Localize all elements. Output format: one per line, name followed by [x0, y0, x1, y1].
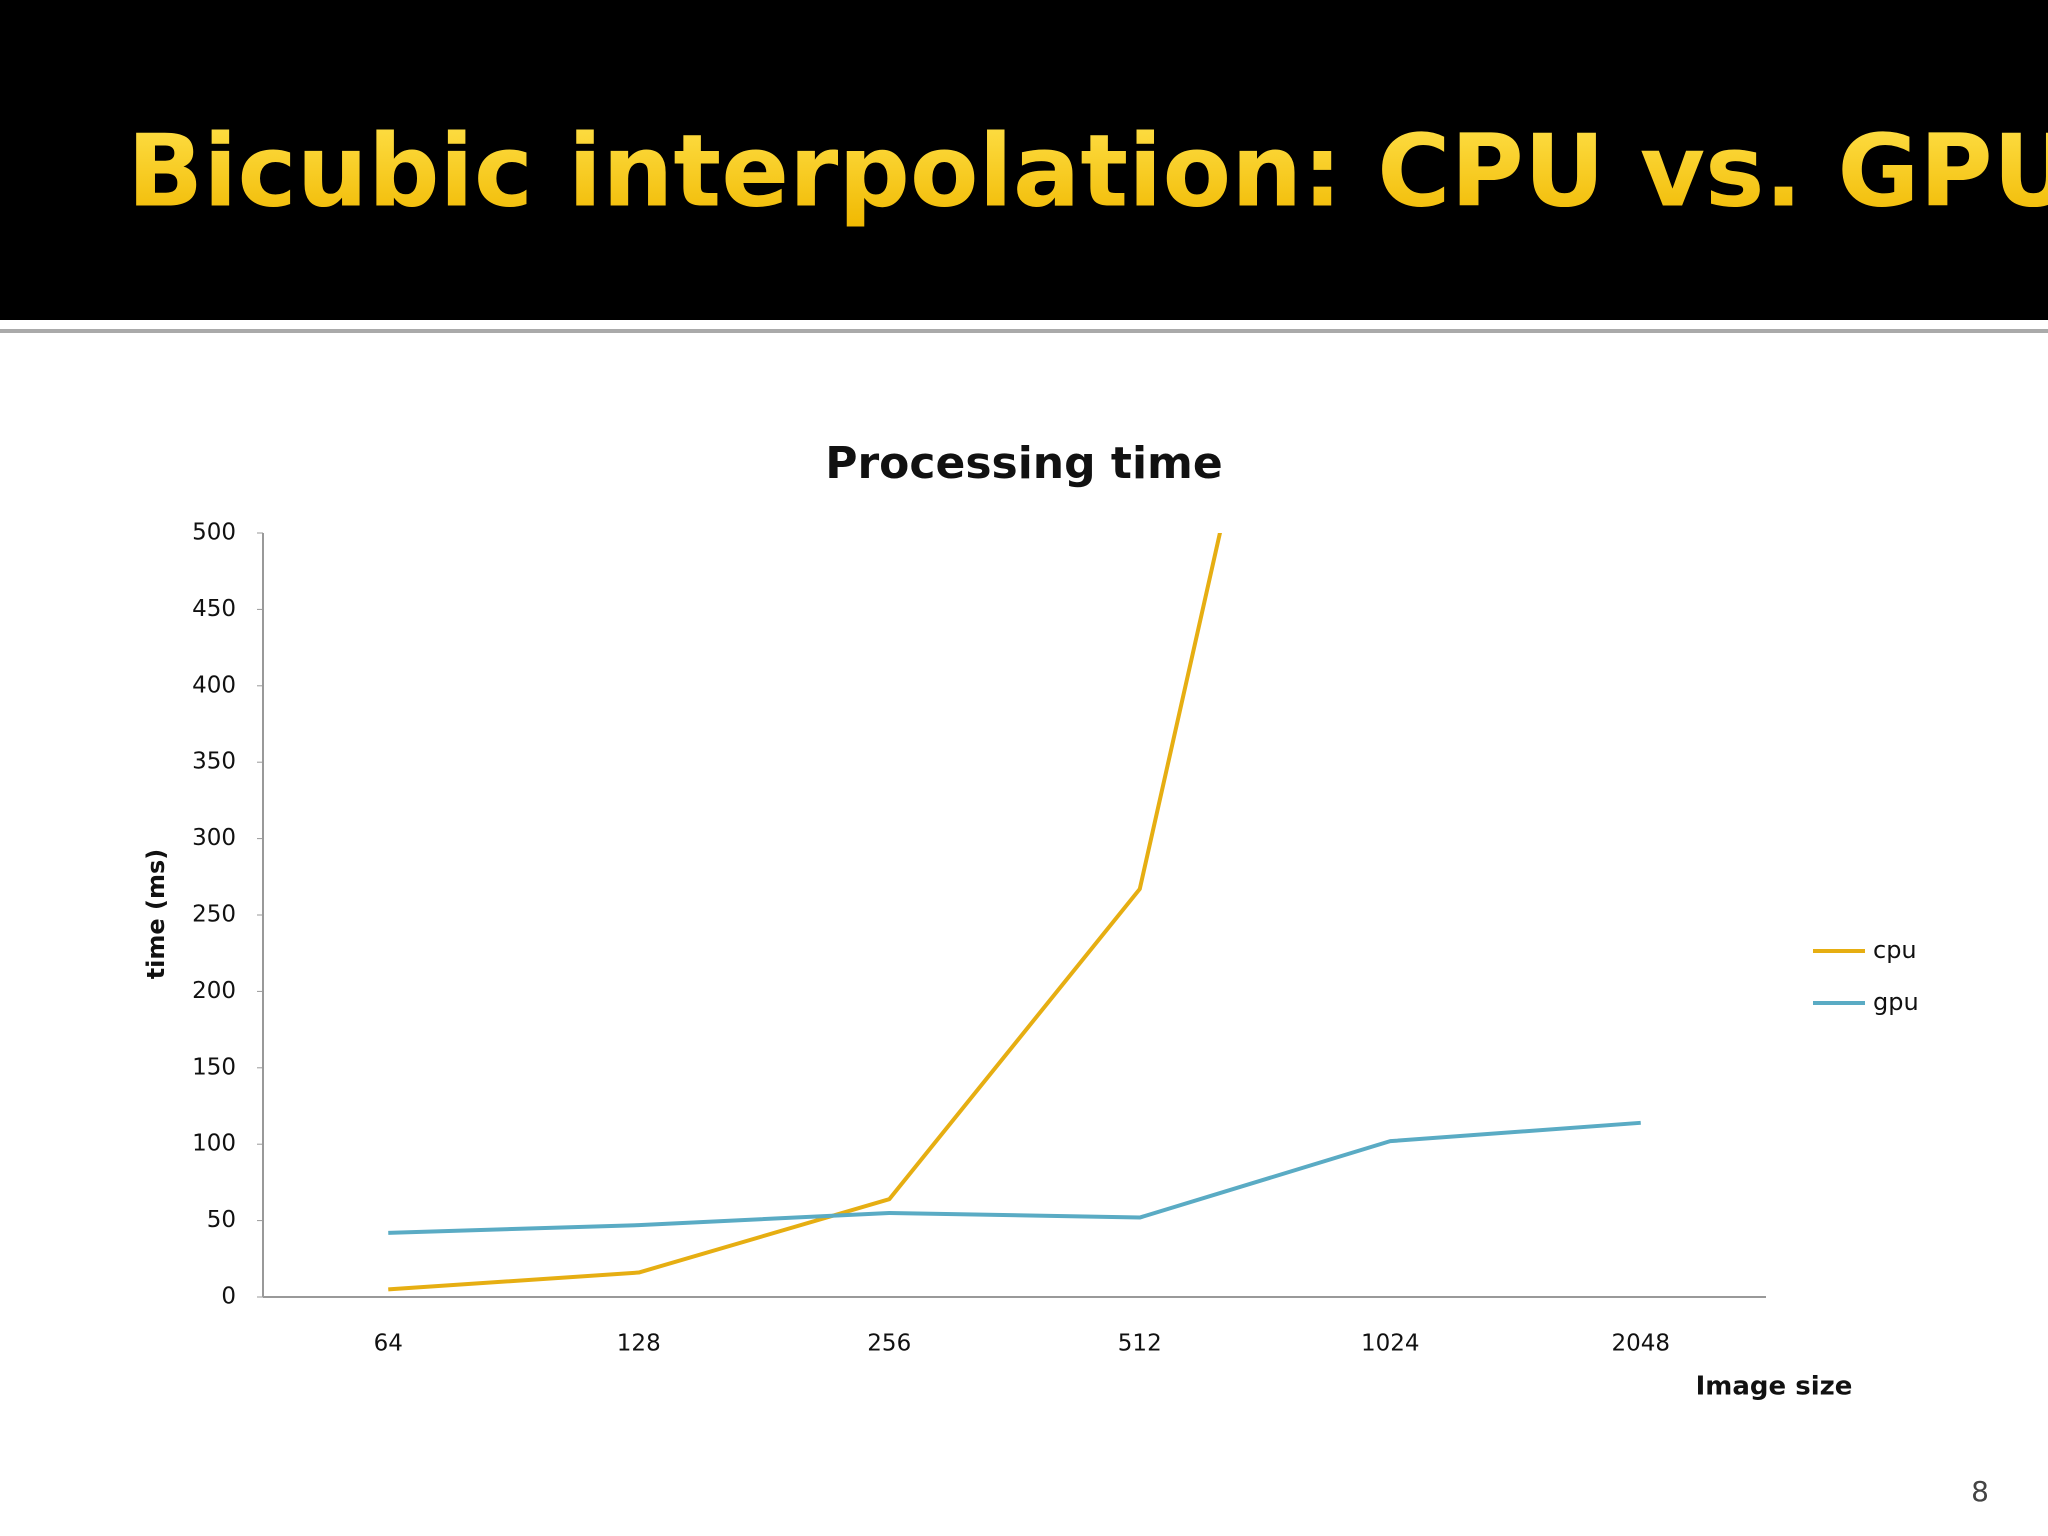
slide-title: Bicubic interpolation: CPU vs. GPU [127, 112, 2048, 229]
y-tick-label: 50 [207, 1207, 236, 1233]
legend-label: cpu [1873, 936, 1917, 964]
chart-title: Processing time [825, 438, 1223, 489]
y-tick-label: 0 [221, 1284, 236, 1310]
x-tick-label: 2048 [1611, 1331, 1670, 1357]
y-tick-label: 450 [192, 596, 236, 622]
title-band [0, 0, 2048, 320]
x-tick-label: 128 [617, 1331, 661, 1357]
x-tick-label: 256 [867, 1331, 911, 1357]
legend-label: gpu [1873, 988, 1919, 1016]
series-line [388, 1120, 1641, 1235]
y-tick-label: 300 [192, 825, 236, 851]
y-tick-label: 350 [192, 749, 236, 775]
y-axis-label: time (ms) [142, 849, 170, 980]
x-tick-label: 64 [374, 1331, 403, 1357]
x-tick-label: 512 [1118, 1331, 1162, 1357]
y-tick-label: 500 [192, 520, 236, 546]
y-tick-label: 250 [192, 902, 236, 928]
page-number: 8 [1971, 1475, 1989, 1508]
y-tick-label: 150 [192, 1054, 236, 1080]
y-tick-label: 200 [192, 978, 236, 1004]
y-tick-label: 400 [192, 672, 236, 698]
title-rule [0, 329, 2048, 333]
plot-area [388, 533, 1641, 1292]
y-tick-label: 100 [192, 1131, 236, 1157]
x-axis-label: Image size [1696, 1372, 1853, 1402]
series-line [388, 533, 1222, 1292]
x-tick-label: 1024 [1361, 1331, 1420, 1357]
